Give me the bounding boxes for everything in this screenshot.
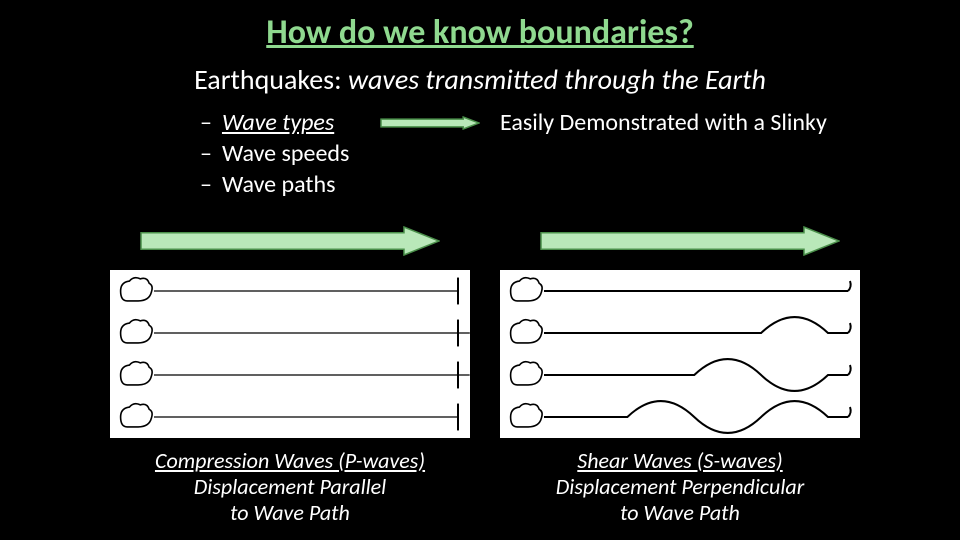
big-arrow-right-icon <box>540 226 840 256</box>
subtitle-plain: Earthquakes: <box>194 62 348 97</box>
slide-subtitle: Earthquakes: waves transmitted through t… <box>0 62 960 97</box>
caption-line3: to Wave Path <box>500 500 860 526</box>
bullet-label: Wave speeds <box>222 139 349 168</box>
bullet-label: Wave paths <box>222 170 336 199</box>
arrow-to-note-icon <box>380 116 480 130</box>
bullet-item-1: – Wave types <box>200 108 349 137</box>
diagram-p-wave <box>110 270 470 438</box>
caption-title: Shear Waves (S-waves) <box>500 448 860 474</box>
big-arrow-left-icon <box>140 226 440 256</box>
bullet-list: – Wave types – Wave speeds – Wave paths <box>200 108 349 201</box>
bullet-dash: – <box>200 108 212 137</box>
caption-s-wave: Shear Waves (S-waves) Displacement Perpe… <box>500 448 860 526</box>
caption-line2: Displacement Parallel <box>110 474 470 500</box>
bullet-label: Wave types <box>222 108 334 137</box>
bullet-item-2: – Wave speeds <box>200 139 349 168</box>
slide-title: How do we know boundaries? <box>0 12 960 53</box>
bullet-dash: – <box>200 170 212 199</box>
caption-line2: Displacement Perpendicular <box>500 474 860 500</box>
caption-title: Compression Waves (P-waves) <box>110 448 470 474</box>
bullet-item-3: – Wave paths <box>200 170 349 199</box>
bullet-dash: – <box>200 139 212 168</box>
subtitle-italic: waves transmitted through the Earth <box>348 62 766 97</box>
caption-line3: to Wave Path <box>110 500 470 526</box>
diagram-s-wave <box>500 270 860 438</box>
caption-p-wave: Compression Waves (P-waves) Displacement… <box>110 448 470 526</box>
note-slinky: Easily Demonstrated with a Slinky <box>500 108 827 137</box>
